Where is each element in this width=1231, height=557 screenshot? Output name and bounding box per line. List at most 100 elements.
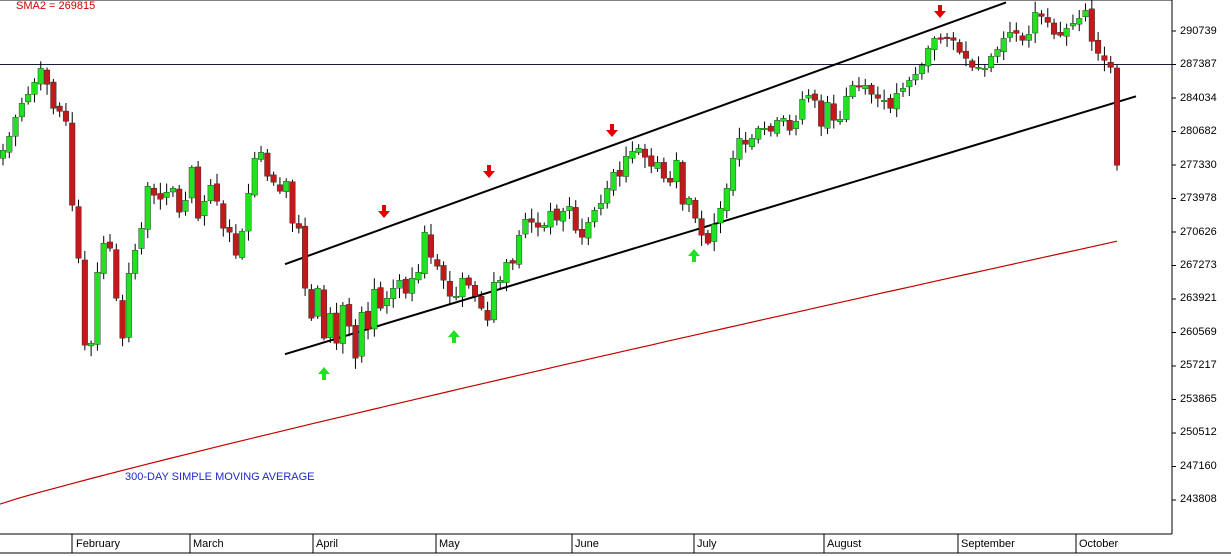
candle-down: [106, 241, 113, 249]
candle-down: [346, 304, 353, 327]
candle-down: [113, 249, 120, 299]
candle-up: [673, 160, 680, 183]
candle-up: [6, 136, 13, 153]
candle-up: [327, 312, 334, 338]
candle-down: [1044, 17, 1051, 23]
candle-up: [988, 56, 995, 69]
candles-group: [0, 0, 1120, 369]
candle-up: [490, 282, 497, 321]
candle-up: [654, 162, 661, 169]
candle-up: [862, 85, 869, 89]
candle-down: [62, 110, 69, 122]
candle-down: [1019, 35, 1026, 41]
candle-up: [900, 88, 907, 92]
candle-up: [37, 68, 44, 85]
candle-up: [163, 192, 170, 198]
candle-down: [660, 162, 667, 179]
candle-down: [1057, 32, 1064, 36]
x-tick-label: July: [697, 538, 717, 550]
candle-up: [94, 272, 101, 345]
candle-down: [742, 139, 749, 145]
y-tick-label: 247160: [1180, 460, 1217, 472]
y-tick-label: 263921: [1180, 292, 1217, 304]
candle-up: [566, 206, 573, 211]
candle-down: [434, 259, 441, 267]
candle-up: [780, 118, 787, 122]
candle-down: [767, 125, 774, 132]
candle-up: [736, 138, 743, 160]
candle-up: [1007, 32, 1014, 38]
candle-up: [100, 243, 107, 274]
candle-up: [893, 93, 900, 110]
x-tick-label: October: [1079, 538, 1119, 550]
candle-up: [1032, 12, 1039, 34]
candle-up: [906, 80, 913, 88]
x-tick-label: June: [575, 538, 599, 550]
y-tick-label: 284034: [1180, 92, 1217, 104]
candle-up: [497, 280, 504, 283]
candle-up: [748, 138, 755, 147]
candle-up: [358, 311, 365, 357]
candle-up: [1082, 10, 1089, 18]
candle-up: [138, 228, 145, 249]
candle-down: [446, 280, 453, 297]
candle-up: [610, 172, 617, 191]
candle-down: [44, 69, 51, 85]
y-tick-label: 267273: [1180, 259, 1217, 271]
candle-up: [516, 235, 523, 265]
candle-up: [774, 120, 781, 134]
candle-down: [1088, 8, 1095, 42]
candle-down: [352, 325, 359, 359]
candle-down: [1107, 62, 1114, 68]
candle-down: [333, 312, 340, 344]
candle-down: [151, 187, 158, 196]
candle-up: [396, 280, 403, 289]
candle-up: [629, 151, 636, 159]
candle-down: [81, 259, 88, 346]
candle-down: [213, 183, 220, 202]
y-tick-label: 277330: [1180, 159, 1217, 171]
candle-down: [50, 81, 57, 109]
candle-up: [1069, 23, 1076, 27]
candle-up: [188, 167, 195, 199]
candle-up: [1025, 34, 1032, 41]
candle-down: [616, 169, 623, 177]
y-tick-label: 273978: [1180, 192, 1217, 204]
candle-up: [415, 272, 422, 281]
candle-up: [1063, 28, 1070, 37]
candle-down: [472, 285, 479, 297]
candle-up: [258, 152, 265, 160]
candle-down: [276, 184, 283, 192]
sma-value-label: SMA2 = 269815: [16, 0, 96, 12]
candle-up: [547, 211, 554, 228]
candle-down: [818, 100, 825, 127]
candle-down: [786, 120, 793, 131]
candle-down: [698, 218, 705, 236]
candle-up: [207, 185, 214, 202]
candle-up: [635, 148, 642, 153]
x-tick-label: April: [316, 538, 339, 550]
x-tick-label: August: [827, 538, 862, 550]
candle-up: [623, 156, 630, 177]
candle-down: [509, 260, 516, 264]
candle-down: [365, 310, 372, 330]
candle-up: [453, 296, 460, 298]
candle-down: [440, 265, 447, 281]
candle-up: [1000, 38, 1007, 52]
candle-up: [182, 200, 189, 212]
candle-up: [541, 225, 548, 228]
candle-up: [18, 103, 25, 118]
candle-down: [956, 42, 963, 53]
candle-up: [604, 188, 611, 204]
candle-up: [793, 121, 800, 129]
x-tick-label: March: [193, 538, 224, 550]
candle-up: [383, 298, 390, 307]
candle-down: [377, 287, 384, 309]
candle-down: [427, 234, 434, 258]
candle-up: [522, 219, 529, 235]
candle-up: [755, 128, 762, 140]
candle-down: [704, 233, 711, 244]
candle-up: [686, 198, 693, 205]
candle-down: [1013, 30, 1020, 34]
x-tick-label: September: [961, 538, 1015, 550]
